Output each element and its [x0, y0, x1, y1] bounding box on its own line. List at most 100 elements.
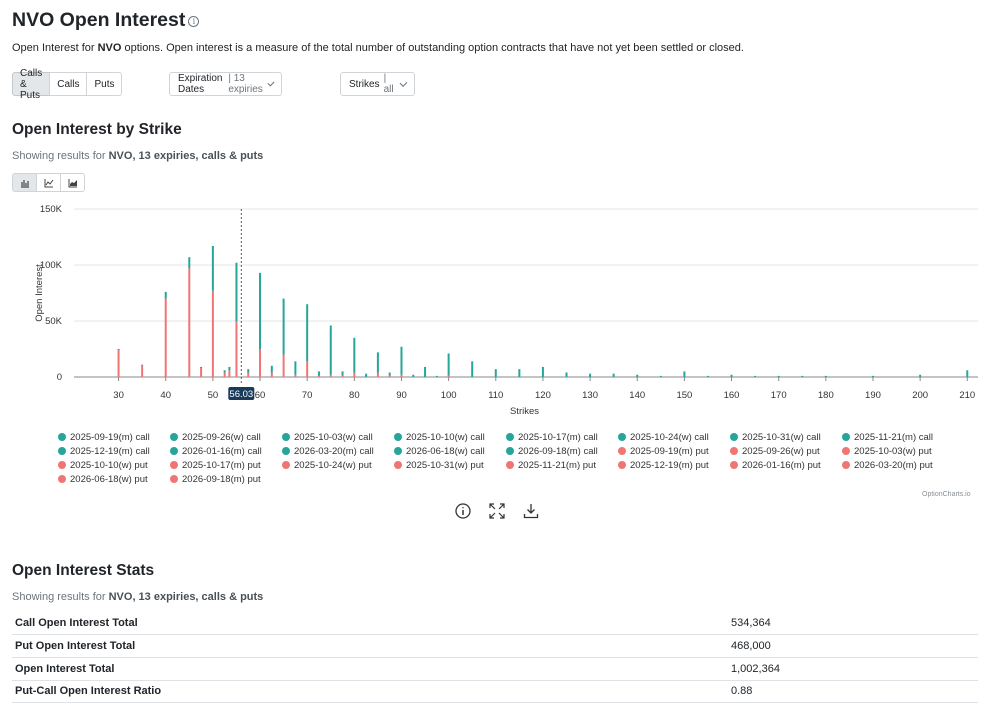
legend-item[interactable]: 2025-09-19(m) call — [58, 431, 170, 443]
legend-item[interactable]: 2025-10-24(w) call — [618, 431, 730, 443]
legend-item[interactable]: 2025-09-26(w) call — [170, 431, 282, 443]
legend-label: 2026-06-18(w) put — [70, 473, 148, 485]
chart-grid — [74, 208, 978, 378]
desc-ticker: NVO — [97, 42, 122, 54]
put-bar — [329, 374, 332, 377]
legend-item[interactable]: 2025-10-17(m) call — [506, 431, 618, 443]
legend-item[interactable]: 2025-10-17(m) put — [170, 459, 282, 471]
put-bar — [400, 374, 403, 377]
area-chart-icon[interactable] — [60, 173, 85, 192]
legend-item[interactable]: 2025-09-19(m) put — [618, 445, 730, 457]
showing-bold: NVO, 13 expiries, calls & puts — [108, 150, 264, 162]
x-axis-label: Strikes — [510, 406, 539, 417]
table-row: Put Open Interest Total 468,000 — [12, 634, 978, 658]
legend-dot — [618, 433, 626, 441]
legend-label: 2025-10-17(m) put — [182, 459, 261, 471]
call-bar — [164, 291, 167, 299]
put-bar — [376, 372, 379, 377]
x-tick-label: 60 — [255, 390, 266, 401]
x-tick-label: 90 — [396, 390, 407, 401]
legend-item[interactable]: 2026-03-20(m) put — [842, 459, 954, 471]
legend-item[interactable]: 2025-11-21(m) call — [842, 431, 954, 443]
call-bar — [589, 373, 592, 377]
legend-dot — [506, 461, 514, 469]
call-bar — [424, 366, 427, 377]
legend-item[interactable]: 2026-09-18(m) call — [506, 445, 618, 457]
legend-label: 2025-09-26(w) put — [742, 445, 820, 457]
watermark: OptionCharts.io — [922, 491, 971, 498]
info-icon[interactable] — [454, 502, 472, 520]
legend-label: 2026-06-18(w) call — [406, 445, 485, 457]
download-icon[interactable] — [522, 502, 540, 520]
call-bar — [388, 372, 391, 376]
call-bar — [919, 374, 922, 377]
call-bar — [730, 374, 733, 377]
x-tick-label: 130 — [582, 390, 598, 401]
legend-item[interactable]: 2026-06-18(w) put — [58, 473, 170, 485]
chart-legend: 2025-09-19(m) call 2025-09-26(w) call 2025… — [58, 431, 958, 485]
legend-item[interactable]: 2025-10-03(w) call — [282, 431, 394, 443]
legend-item[interactable]: 2026-01-16(m) call — [170, 445, 282, 457]
put-bar — [294, 374, 297, 377]
legend-dot — [282, 447, 290, 455]
x-tick-label: 50 — [208, 390, 219, 401]
call-bar — [228, 366, 231, 371]
legend-label: 2025-11-21(m) call — [854, 431, 934, 443]
call-bar — [329, 325, 332, 375]
put-bar — [235, 321, 238, 377]
legend-dot — [394, 433, 402, 441]
legend-item[interactable]: 2025-10-10(w) call — [394, 431, 506, 443]
legend-item[interactable]: 2025-10-03(w) put — [842, 445, 954, 457]
x-tick-label: 150 — [676, 390, 692, 401]
info-circle-icon[interactable]: i — [188, 15, 200, 27]
calls-button[interactable]: Calls — [49, 72, 88, 96]
legend-label: 2026-01-16(m) put — [742, 459, 821, 471]
legend-item[interactable]: 2025-10-31(w) put — [394, 459, 506, 471]
legend-item[interactable]: 2026-03-20(m) call — [282, 445, 394, 457]
current-price-badge — [228, 387, 255, 400]
fullscreen-icon[interactable] — [488, 502, 506, 520]
legend-dot — [730, 433, 738, 441]
legend-item[interactable]: 2026-09-18(m) put — [170, 473, 282, 485]
x-tick-label: 140 — [629, 390, 645, 401]
call-bar — [412, 374, 415, 377]
legend-item[interactable]: 2025-10-10(w) put — [58, 459, 170, 471]
legend-dot — [58, 433, 66, 441]
legend-dot — [842, 433, 850, 441]
put-bar — [247, 372, 250, 377]
legend-label: 2025-10-31(w) put — [406, 459, 484, 471]
x-tick-label: 170 — [771, 390, 787, 401]
call-bar — [306, 304, 309, 362]
chart-type-toggle — [12, 173, 85, 192]
call-bar — [683, 371, 686, 377]
put-bar — [353, 372, 356, 377]
legend-item[interactable]: 2025-11-21(m) put — [506, 459, 618, 471]
call-bar — [317, 371, 320, 376]
legend-dot — [730, 447, 738, 455]
call-bar — [400, 346, 403, 375]
expiration-dates-dropdown[interactable]: Expiration Dates | 13 expiries — [169, 72, 282, 96]
legend-item[interactable]: 2025-12-19(m) put — [618, 459, 730, 471]
strikes-value: | all — [383, 73, 394, 95]
put-bar — [200, 368, 203, 377]
legend-item[interactable]: 2026-06-18(w) call — [394, 445, 506, 457]
y-tick-label: 0 — [57, 372, 62, 383]
legend-label: 2025-10-17(m) call — [518, 431, 598, 443]
y-tick-label: 100K — [40, 260, 63, 271]
puts-button[interactable]: Puts — [86, 72, 123, 96]
strikes-dropdown[interactable]: Strikes | all — [340, 72, 415, 96]
legend-label: 2026-09-18(m) call — [518, 445, 598, 457]
call-bar — [435, 375, 438, 377]
call-bar — [376, 352, 379, 373]
legend-item[interactable]: 2025-09-26(w) put — [730, 445, 842, 457]
legend-item[interactable]: 2026-01-16(m) put — [730, 459, 842, 471]
y-axis-label: Open Interest — [34, 264, 45, 322]
call-bar — [659, 375, 662, 377]
legend-item[interactable]: 2025-12-19(m) call — [58, 445, 170, 457]
calls-puts-button[interactable]: Calls & Puts — [12, 68, 51, 101]
legend-item[interactable]: 2025-10-31(w) call — [730, 431, 842, 443]
call-bar — [270, 365, 273, 373]
legend-dot — [282, 461, 290, 469]
call-bar — [541, 366, 544, 377]
legend-item[interactable]: 2025-10-24(w) put — [282, 459, 394, 471]
